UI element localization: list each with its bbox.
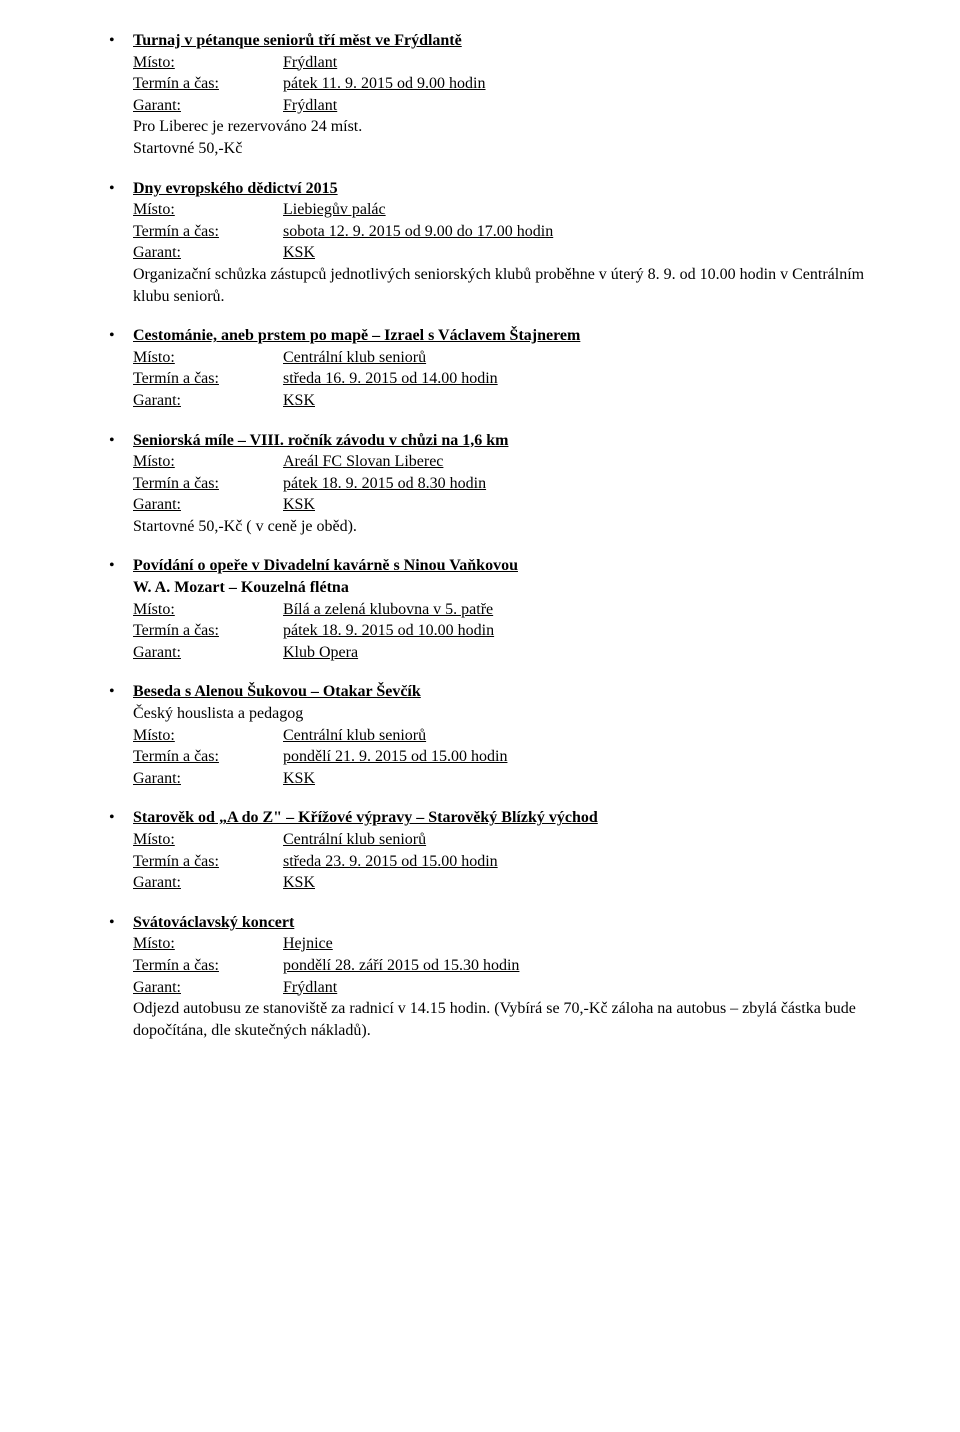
- event-note: Organizační schůzka zástupců jednotlivýc…: [133, 264, 875, 307]
- event-title: Povídání o opeře v Divadelní kavárně s N…: [133, 555, 875, 577]
- event-title: Turnaj v pétanque seniorů tří měst ve Fr…: [133, 30, 875, 52]
- field-termin: Termín a čas:sobota 12. 9. 2015 od 9.00 …: [133, 221, 875, 243]
- value-termin: sobota 12. 9. 2015 od 9.00 do 17.00 hodi…: [283, 221, 875, 243]
- event-title: Starověk od „A do Z" – Křížové výpravy –…: [133, 807, 875, 829]
- field-misto: Místo:Hejnice: [133, 933, 875, 955]
- value-garant: KSK: [283, 872, 875, 894]
- field-garant: Garant:KSK: [133, 494, 875, 516]
- field-termin: Termín a čas:pátek 18. 9. 2015 od 8.30 h…: [133, 473, 875, 495]
- field-garant: Garant:KSK: [133, 768, 875, 790]
- label-termin: Termín a čas:: [133, 746, 283, 768]
- event-title: Seniorská míle – VIII. ročník závodu v c…: [133, 430, 875, 452]
- value-garant: KSK: [283, 242, 875, 264]
- value-termin: středa 23. 9. 2015 od 15.00 hodin: [283, 851, 875, 873]
- value-misto: Bílá a zelená klubovna v 5. patře: [283, 599, 875, 621]
- label-garant: Garant:: [133, 242, 283, 264]
- value-misto: Liebiegův palác: [283, 199, 875, 221]
- field-garant: Garant:KSK: [133, 872, 875, 894]
- event-note: Startovné 50,-Kč: [133, 138, 875, 160]
- label-misto: Místo:: [133, 52, 283, 74]
- field-misto: Místo:Centrální klub seniorů: [133, 829, 875, 851]
- label-termin: Termín a čas:: [133, 620, 283, 642]
- field-misto: Místo:Centrální klub seniorů: [133, 725, 875, 747]
- event-item: Svátováclavský koncertMísto:HejniceTermí…: [85, 912, 875, 1042]
- event-item: Beseda s Alenou Šukovou – Otakar ŠevčíkČ…: [85, 681, 875, 789]
- event-note: Startovné 50,-Kč ( v ceně je oběd).: [133, 516, 875, 538]
- event-note: Pro Liberec je rezervováno 24 míst.: [133, 116, 875, 138]
- field-termin: Termín a čas:pondělí 28. září 2015 od 15…: [133, 955, 875, 977]
- field-misto: Místo:Frýdlant: [133, 52, 875, 74]
- value-termin: pátek 11. 9. 2015 od 9.00 hodin: [283, 73, 875, 95]
- event-note: Odjezd autobusu ze stanoviště za radnicí…: [133, 998, 875, 1041]
- value-garant: KSK: [283, 390, 875, 412]
- label-garant: Garant:: [133, 977, 283, 999]
- label-termin: Termín a čas:: [133, 221, 283, 243]
- value-misto: Centrální klub seniorů: [283, 725, 875, 747]
- event-item: Starověk od „A do Z" – Křížové výpravy –…: [85, 807, 875, 893]
- label-misto: Místo:: [133, 599, 283, 621]
- event-subtitle: W. A. Mozart – Kouzelná flétna: [133, 577, 875, 599]
- event-item: Turnaj v pétanque seniorů tří měst ve Fr…: [85, 30, 875, 160]
- label-misto: Místo:: [133, 347, 283, 369]
- label-garant: Garant:: [133, 390, 283, 412]
- event-title: Cestománie, aneb prstem po mapě – Izrael…: [133, 325, 875, 347]
- event-title: Beseda s Alenou Šukovou – Otakar Ševčík: [133, 681, 875, 703]
- field-misto: Místo:Bílá a zelená klubovna v 5. patře: [133, 599, 875, 621]
- value-garant: Frýdlant: [283, 977, 875, 999]
- value-termin: pondělí 21. 9. 2015 od 15.00 hodin: [283, 746, 875, 768]
- field-garant: Garant:Frýdlant: [133, 977, 875, 999]
- event-title: Svátováclavský koncert: [133, 912, 875, 934]
- label-termin: Termín a čas:: [133, 368, 283, 390]
- event-item: Seniorská míle – VIII. ročník závodu v c…: [85, 430, 875, 538]
- label-garant: Garant:: [133, 642, 283, 664]
- field-termin: Termín a čas:pátek 18. 9. 2015 od 10.00 …: [133, 620, 875, 642]
- value-misto: Areál FC Slovan Liberec: [283, 451, 875, 473]
- event-title: Dny evropského dědictví 2015: [133, 178, 875, 200]
- value-misto: Hejnice: [283, 933, 875, 955]
- event-item: Cestománie, aneb prstem po mapě – Izrael…: [85, 325, 875, 411]
- events-list: Turnaj v pétanque seniorů tří měst ve Fr…: [85, 30, 875, 1041]
- label-termin: Termín a čas:: [133, 473, 283, 495]
- label-misto: Místo:: [133, 725, 283, 747]
- label-garant: Garant:: [133, 494, 283, 516]
- label-garant: Garant:: [133, 872, 283, 894]
- label-termin: Termín a čas:: [133, 955, 283, 977]
- field-termin: Termín a čas:pondělí 21. 9. 2015 od 15.0…: [133, 746, 875, 768]
- value-misto: Centrální klub seniorů: [283, 829, 875, 851]
- value-garant: KSK: [283, 494, 875, 516]
- label-misto: Místo:: [133, 933, 283, 955]
- label-termin: Termín a čas:: [133, 851, 283, 873]
- value-termin: středa 16. 9. 2015 od 14.00 hodin: [283, 368, 875, 390]
- value-misto: Centrální klub seniorů: [283, 347, 875, 369]
- value-garant: KSK: [283, 768, 875, 790]
- field-misto: Místo:Liebiegův palác: [133, 199, 875, 221]
- label-misto: Místo:: [133, 829, 283, 851]
- event-pretext: Český houslista a pedagog: [133, 703, 875, 725]
- field-termin: Termín a čas:pátek 11. 9. 2015 od 9.00 h…: [133, 73, 875, 95]
- label-garant: Garant:: [133, 768, 283, 790]
- label-misto: Místo:: [133, 451, 283, 473]
- value-termin: pátek 18. 9. 2015 od 8.30 hodin: [283, 473, 875, 495]
- value-garant: Frýdlant: [283, 95, 875, 117]
- field-termin: Termín a čas:středa 16. 9. 2015 od 14.00…: [133, 368, 875, 390]
- field-garant: Garant:KSK: [133, 390, 875, 412]
- event-item: Povídání o opeře v Divadelní kavárně s N…: [85, 555, 875, 663]
- field-garant: Garant:Frýdlant: [133, 95, 875, 117]
- label-misto: Místo:: [133, 199, 283, 221]
- label-termin: Termín a čas:: [133, 73, 283, 95]
- value-garant: Klub Opera: [283, 642, 875, 664]
- event-item: Dny evropského dědictví 2015Místo:Liebie…: [85, 178, 875, 308]
- field-termin: Termín a čas:středa 23. 9. 2015 od 15.00…: [133, 851, 875, 873]
- value-termin: pátek 18. 9. 2015 od 10.00 hodin: [283, 620, 875, 642]
- field-garant: Garant:Klub Opera: [133, 642, 875, 664]
- field-misto: Místo:Centrální klub seniorů: [133, 347, 875, 369]
- field-misto: Místo:Areál FC Slovan Liberec: [133, 451, 875, 473]
- value-misto: Frýdlant: [283, 52, 875, 74]
- label-garant: Garant:: [133, 95, 283, 117]
- value-termin: pondělí 28. září 2015 od 15.30 hodin: [283, 955, 875, 977]
- field-garant: Garant:KSK: [133, 242, 875, 264]
